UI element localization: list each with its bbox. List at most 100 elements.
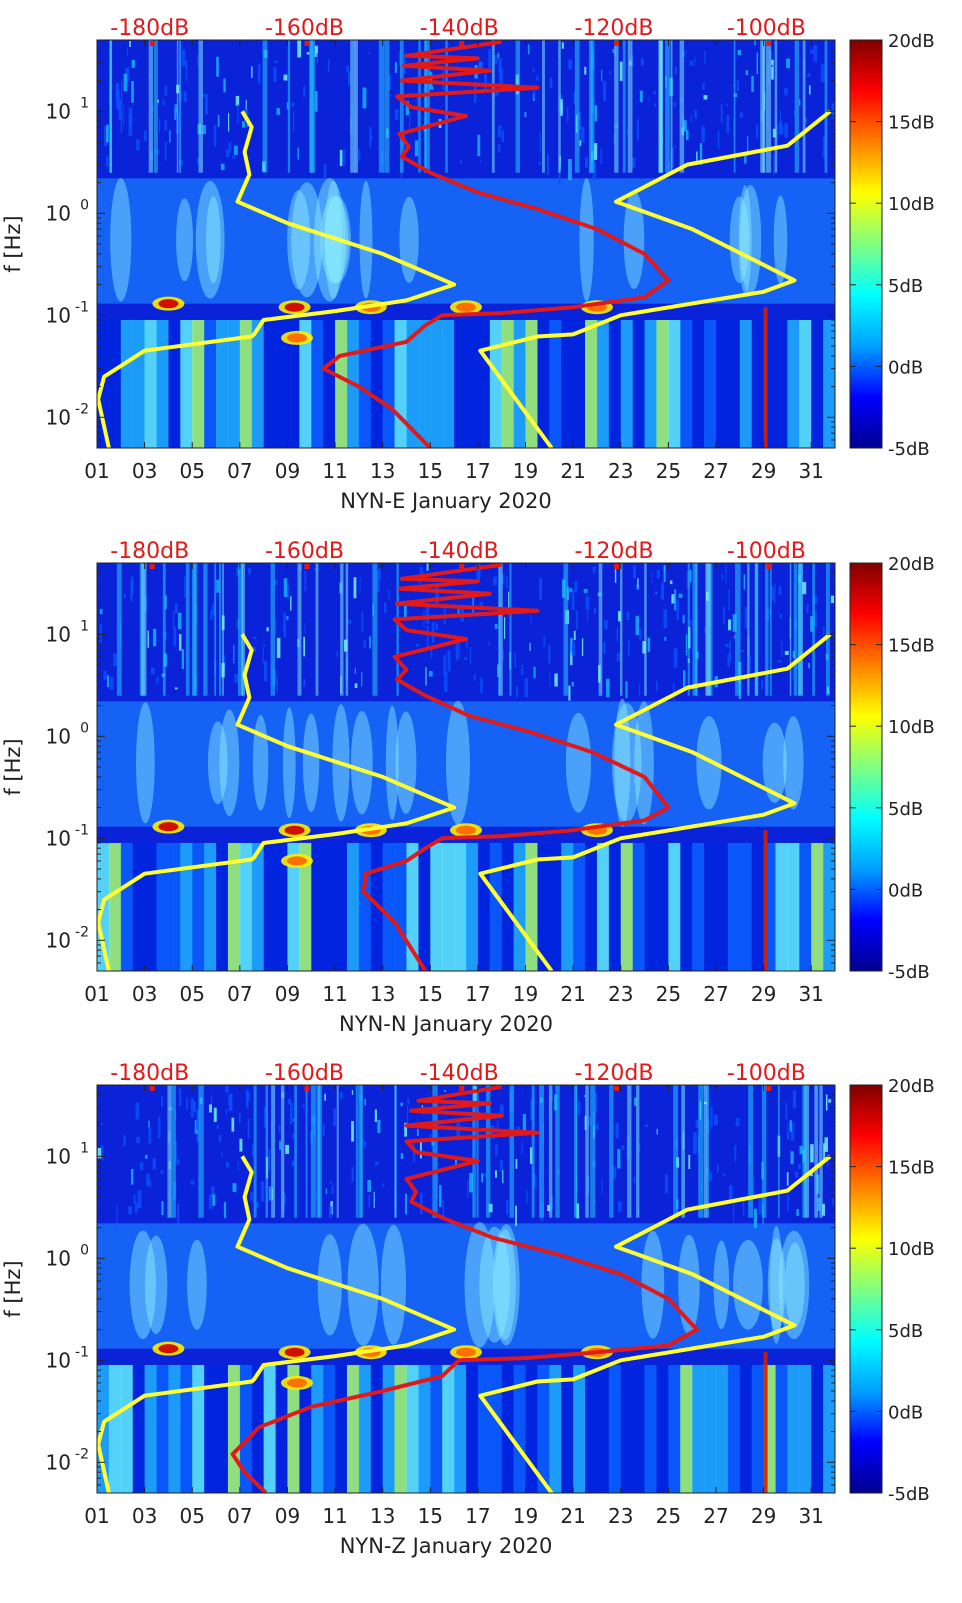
hf-noise <box>129 41 131 48</box>
panel-2: 01 03 05 07 09 11 13 15 17 19 21 23 25 27 29 3110-210-1… <box>1 539 935 1036</box>
hf-noise <box>619 61 623 81</box>
lf-column <box>596 842 610 971</box>
hf-noise <box>743 1198 745 1216</box>
plume <box>395 711 417 815</box>
hf-noise <box>364 1098 367 1106</box>
hf-noise <box>97 1147 102 1159</box>
stripe <box>345 563 349 696</box>
hf-noise <box>416 93 419 105</box>
lf-column <box>727 842 741 971</box>
hf-noise <box>732 83 735 88</box>
hf-noise <box>376 570 380 593</box>
stripe <box>774 40 778 173</box>
lf-column <box>394 1364 407 1493</box>
lf-column <box>466 842 479 971</box>
lf-column <box>168 1364 181 1493</box>
hf-noise <box>806 603 809 614</box>
colorbar-tick-label: 20dB <box>888 554 935 575</box>
db-scale-label: -160dB <box>265 539 344 564</box>
lf-column <box>275 319 288 448</box>
hf-noise <box>444 671 448 692</box>
x-tick-label: 27 <box>703 1504 728 1528</box>
hf-noise <box>717 130 720 149</box>
hf-noise <box>725 564 727 584</box>
hf-noise <box>426 625 429 647</box>
hf-noise <box>347 620 352 624</box>
stripe <box>358 1085 362 1218</box>
hf-noise <box>593 608 597 614</box>
y-tick-exponent: -1 <box>75 822 89 838</box>
lf-column <box>192 1364 205 1493</box>
plume <box>207 721 228 805</box>
hf-noise <box>419 1192 423 1215</box>
hf-noise <box>802 582 807 595</box>
hf-noise <box>457 642 460 659</box>
hf-noise <box>502 1170 504 1184</box>
hf-noise <box>375 1161 379 1166</box>
hf-noise <box>292 1118 295 1121</box>
lf-column <box>775 319 788 448</box>
hf-noise <box>113 653 117 667</box>
hf-noise <box>570 652 573 666</box>
hf-noise <box>100 1145 104 1161</box>
stripe <box>747 563 750 696</box>
lf-column <box>811 1364 824 1493</box>
hf-noise <box>625 681 628 699</box>
x-tick-label: 05 <box>179 459 204 483</box>
hf-noise <box>798 1163 801 1170</box>
hf-noise <box>695 1119 699 1129</box>
lf-column <box>704 319 717 448</box>
lf-column <box>120 1364 134 1493</box>
plume <box>347 1223 379 1346</box>
hf-noise <box>726 102 728 108</box>
hf-noise <box>160 1170 164 1174</box>
lf-column <box>561 1364 574 1493</box>
hf-noise <box>633 1097 637 1106</box>
hf-noise <box>571 681 574 687</box>
hf-noise <box>211 604 216 616</box>
lf-column <box>156 842 169 971</box>
hf-noise <box>143 130 147 142</box>
lf-column <box>251 319 265 448</box>
hf-noise <box>635 615 640 636</box>
stripe <box>432 1085 438 1218</box>
stripe <box>770 563 772 696</box>
hf-noise <box>233 644 235 664</box>
stripe <box>265 1085 269 1218</box>
stripe <box>203 563 208 696</box>
hf-noise <box>473 673 476 681</box>
hf-noise <box>363 640 366 649</box>
hf-noise <box>573 630 576 641</box>
hf-noise <box>221 1150 223 1158</box>
y-tick-label: 10 <box>46 405 71 429</box>
colorbar-tick-label: 0dB <box>888 1402 923 1423</box>
day29-signal <box>763 830 768 971</box>
stripe <box>814 1085 819 1218</box>
hf-noise <box>744 607 748 629</box>
hf-noise <box>799 99 801 106</box>
hf-noise <box>247 1118 250 1139</box>
hf-noise <box>161 1096 164 1107</box>
hf-noise <box>354 683 358 689</box>
hf-noise <box>139 1162 144 1171</box>
lf-column <box>239 1364 253 1493</box>
lf-column <box>442 319 455 448</box>
stripe <box>198 1085 204 1218</box>
plume <box>614 698 631 827</box>
hf-noise <box>234 673 239 683</box>
lf-column <box>192 842 205 971</box>
hf-noise <box>714 1114 718 1126</box>
lf-column <box>739 1364 753 1493</box>
hf-noise <box>416 1129 419 1137</box>
lf-column <box>501 842 515 971</box>
lf-column <box>108 1364 122 1493</box>
plume <box>380 1224 407 1345</box>
hf-noise <box>689 620 693 626</box>
x-tick-label: 03 <box>132 982 157 1006</box>
hf-noise <box>785 1102 787 1120</box>
x-tick-label: 17 <box>465 459 490 483</box>
hf-noise <box>225 1109 228 1114</box>
x-tick-label: 31 <box>798 1504 823 1528</box>
hf-noise <box>447 650 451 672</box>
